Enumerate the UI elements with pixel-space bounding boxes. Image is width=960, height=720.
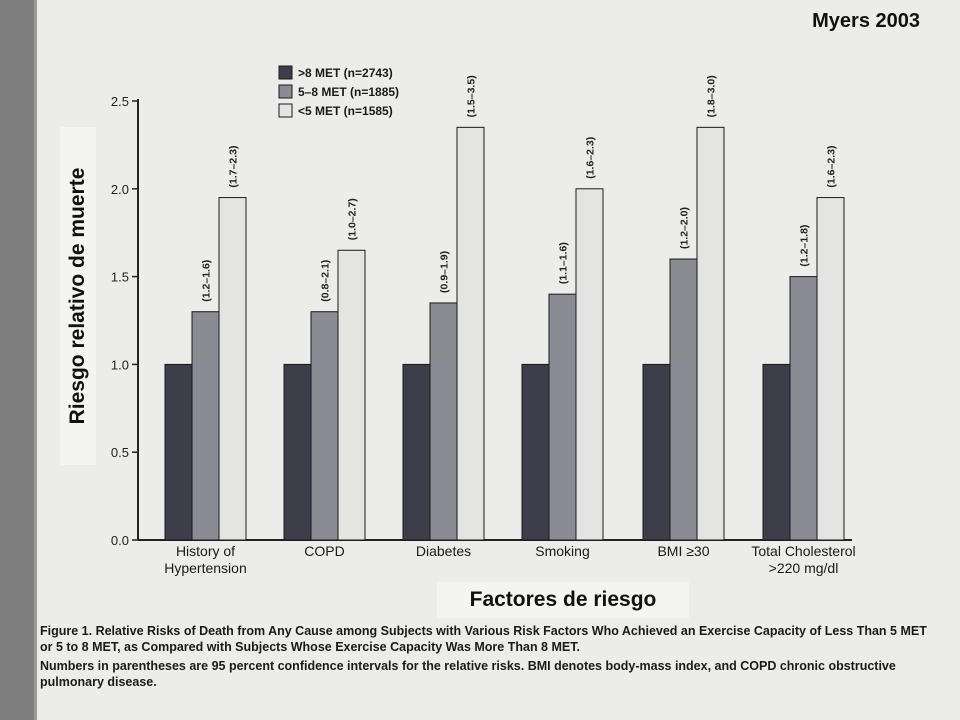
bar xyxy=(521,363,550,541)
ci-label: (0.9–1.9) xyxy=(439,251,451,293)
caption-note: Numbers in parentheses are 95 percent co… xyxy=(40,659,896,689)
legend-swatch xyxy=(278,65,293,80)
caption-title: Relative Risks of Death from Any Cause a… xyxy=(40,624,927,654)
category-label: Hypertension xyxy=(164,560,247,576)
category-label: History of xyxy=(176,543,235,559)
bar xyxy=(816,197,845,541)
y-tick-label: 1.0 xyxy=(111,357,129,372)
y-tick-label: 2.0 xyxy=(111,182,129,197)
ci-label: (1.0–2.7) xyxy=(347,198,359,240)
ci-label: (1.2–2.0) xyxy=(679,207,691,249)
bar xyxy=(164,363,193,541)
page-edge-shadow xyxy=(34,0,37,720)
legend-label: 5–8 MET (n=1885) xyxy=(298,85,399,99)
ci-label: (1.2–1.8) xyxy=(799,225,811,267)
bar xyxy=(402,363,431,541)
legend-label: <5 MET (n=1585) xyxy=(298,104,393,118)
category-label: BMI ≥30 xyxy=(657,543,709,559)
bar xyxy=(429,302,458,541)
category-label: Total Cholesterol xyxy=(751,543,855,559)
bar xyxy=(642,363,671,541)
ci-label: (1.7–2.3) xyxy=(228,146,240,188)
legend-swatch xyxy=(278,84,293,99)
ci-label: (1.1–1.6) xyxy=(558,242,570,284)
bar xyxy=(456,126,485,541)
bar xyxy=(696,126,725,541)
y-axis-title-box: Riesgo relativo de muerte xyxy=(60,127,96,465)
y-tick-label: 0.0 xyxy=(111,533,129,548)
y-axis-title: Riesgo relativo de muerte xyxy=(66,167,89,425)
category-label: Diabetes xyxy=(416,543,471,559)
y-tick-label: 1.5 xyxy=(111,270,129,285)
citation-label: Myers 2003 xyxy=(812,10,920,32)
bar xyxy=(762,363,791,541)
bar xyxy=(548,293,577,541)
category-label: COPD xyxy=(304,543,344,559)
ci-label: (1.2–1.6) xyxy=(201,260,213,302)
bar xyxy=(669,258,698,541)
legend-swatch xyxy=(278,103,293,118)
y-tick-label: 2.5 xyxy=(111,94,129,109)
ci-label: (0.8–2.1) xyxy=(320,260,332,302)
category-label: Smoking xyxy=(535,543,589,559)
legend-label: >8 MET (n=2743) xyxy=(298,66,393,80)
ci-label: (1.6–2.3) xyxy=(826,146,838,188)
ci-label: (1.6–2.3) xyxy=(585,137,597,179)
category-label: >220 mg/dl xyxy=(769,560,839,576)
bar xyxy=(575,188,604,541)
bar xyxy=(283,363,312,541)
x-axis-title: Factores de riesgo xyxy=(437,582,689,618)
bar xyxy=(789,276,818,541)
ci-label: (1.5–3.5) xyxy=(466,75,478,117)
figure-caption: Figure 1. Relative Risks of Death from A… xyxy=(40,624,930,694)
y-tick-label: 0.5 xyxy=(111,445,129,460)
caption-figure-label: Figure 1. xyxy=(40,624,93,638)
ci-label: (1.8–3.0) xyxy=(706,75,718,117)
bar xyxy=(218,197,247,541)
bar xyxy=(337,249,366,541)
bar xyxy=(310,311,339,541)
bar xyxy=(191,311,220,541)
